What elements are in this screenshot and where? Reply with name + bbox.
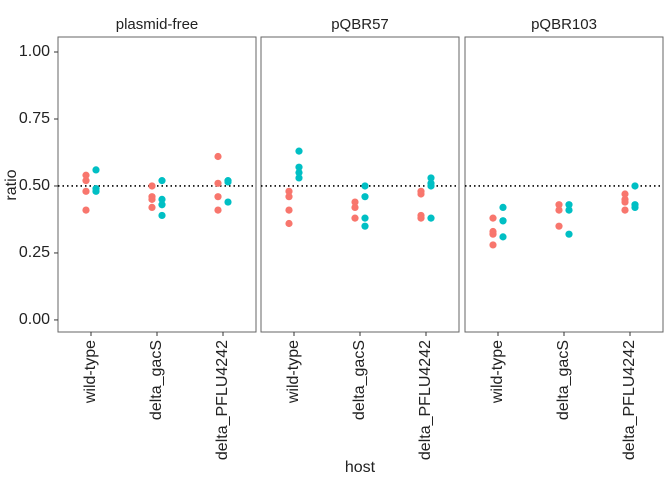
facet-title: pQBR57 — [331, 16, 389, 33]
point — [621, 190, 629, 198]
x-tick-label: wild-type — [285, 340, 302, 404]
x-tick-label: delta_PFLU4242 — [621, 340, 638, 460]
x-tick-label: delta_PFLU4242 — [214, 340, 231, 460]
x-tick-label: delta_gacS — [148, 340, 165, 420]
point — [82, 187, 90, 195]
point — [82, 177, 90, 185]
point — [158, 177, 166, 185]
point — [214, 193, 222, 201]
point — [489, 214, 497, 222]
point — [148, 203, 156, 212]
point — [361, 222, 369, 230]
point — [351, 214, 359, 222]
point — [361, 182, 369, 190]
facet-title: plasmid-free — [116, 16, 199, 33]
y-tick-label: 0.25 — [19, 244, 50, 261]
point — [555, 206, 563, 214]
point — [361, 193, 369, 201]
point — [148, 195, 156, 203]
point — [148, 182, 156, 190]
point — [565, 201, 573, 209]
point — [214, 179, 222, 187]
point — [158, 211, 166, 220]
x-tick-label: wild-type — [82, 340, 99, 404]
y-tick-label: 1.00 — [19, 43, 50, 60]
point — [417, 214, 425, 222]
point — [82, 171, 90, 179]
point — [565, 206, 573, 214]
point — [631, 203, 639, 212]
point — [214, 152, 222, 161]
point — [351, 198, 359, 206]
point — [158, 201, 166, 209]
facet-title: pQBR103 — [531, 16, 597, 33]
y-tick-label: 0.75 — [19, 110, 50, 127]
y-tick-label: 0.00 — [19, 311, 50, 328]
x-tick-label: delta_gacS — [351, 340, 368, 420]
point — [285, 193, 293, 201]
point — [295, 174, 303, 182]
point — [214, 206, 222, 214]
point — [295, 168, 303, 177]
point — [499, 233, 507, 241]
point — [285, 187, 293, 195]
point — [555, 201, 563, 209]
point — [158, 195, 166, 203]
point — [285, 206, 293, 214]
y-axis-title: ratio — [3, 169, 20, 200]
point — [427, 182, 435, 190]
x-tick-label: wild-type — [489, 340, 506, 404]
y-tick-label: 0.50 — [19, 177, 50, 194]
x-axis-title: host — [345, 459, 376, 476]
point — [489, 241, 497, 249]
x-tick-label: delta_gacS — [555, 340, 572, 420]
point — [565, 230, 573, 238]
point — [621, 198, 629, 206]
point — [82, 206, 90, 214]
point — [427, 174, 435, 182]
point — [417, 190, 425, 198]
point — [224, 198, 232, 206]
point — [361, 214, 369, 222]
point — [499, 203, 507, 212]
point — [621, 206, 629, 214]
point — [631, 182, 639, 190]
point — [555, 222, 563, 230]
point — [92, 166, 100, 174]
point — [427, 214, 435, 222]
point — [295, 163, 303, 171]
point — [285, 219, 293, 228]
point — [489, 230, 497, 238]
point — [295, 147, 303, 155]
x-tick-label: delta_PFLU4242 — [417, 340, 434, 460]
point — [351, 203, 359, 212]
point — [499, 217, 507, 225]
point — [92, 187, 100, 195]
point — [224, 178, 232, 186]
